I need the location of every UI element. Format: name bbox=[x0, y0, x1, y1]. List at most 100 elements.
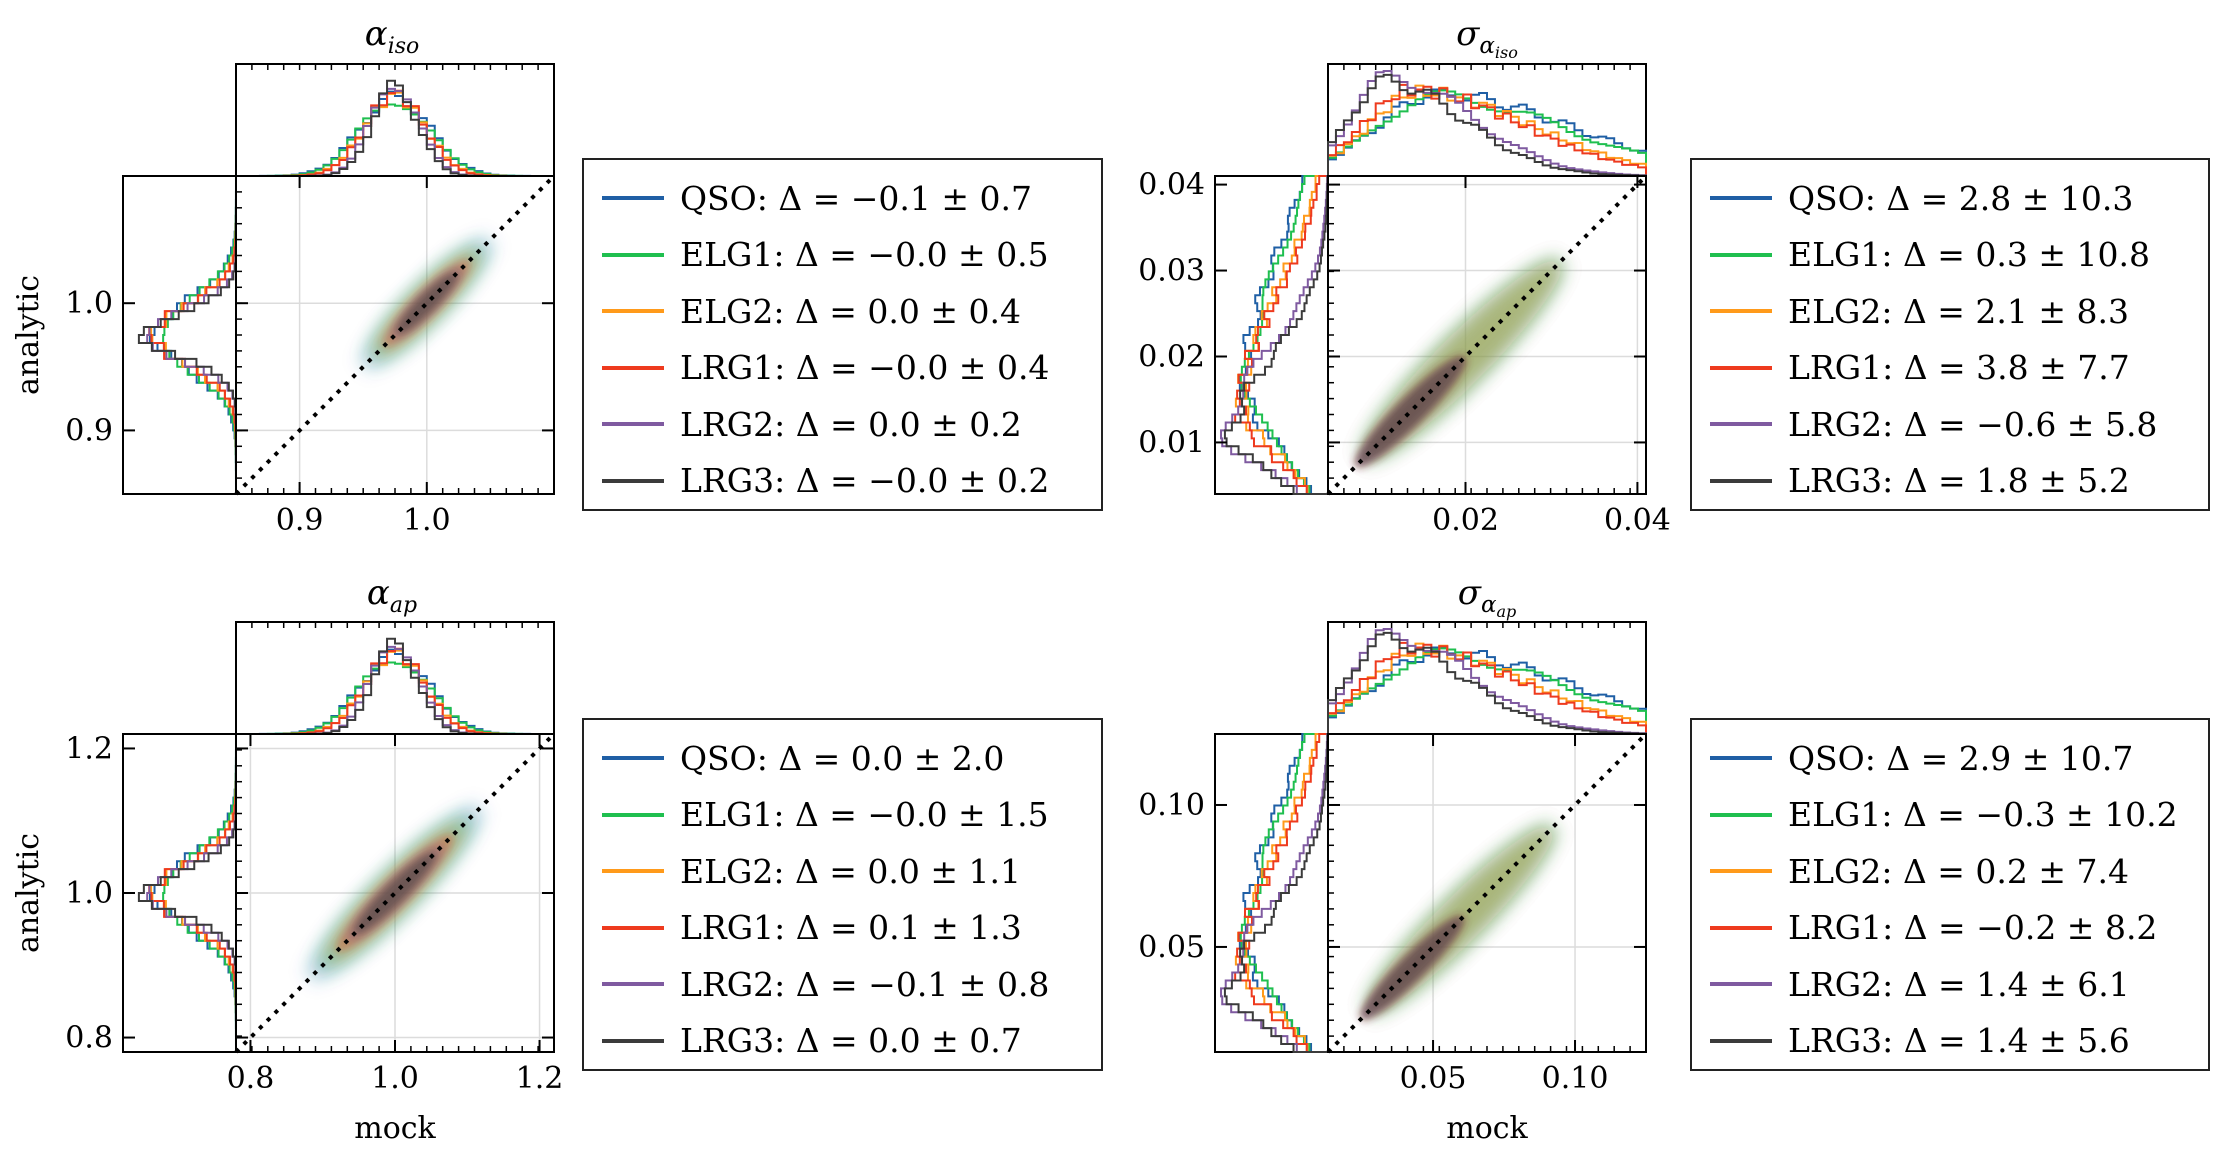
x-tick-label: 1.0 bbox=[371, 1061, 419, 1096]
panel-alpha-ap: αap 0.8 1.0 1.2 0.8 1.0 1.2 analytic mock bbox=[11, 573, 563, 1146]
legend-label: LRG1: Δ = 0.1 ± 1.3 bbox=[680, 908, 1022, 948]
legend-label: LRG1: Δ = 3.8 ± 7.7 bbox=[1788, 348, 2130, 388]
x-tick-label: 0.10 bbox=[1542, 1061, 1609, 1096]
legend-entry: ELG2: Δ = 2.1 ± 8.3 bbox=[1692, 283, 2208, 340]
legend-entry: LRG3: Δ = 1.8 ± 5.2 bbox=[1692, 453, 2208, 510]
ticks: 0.8 1.0 1.2 0.8 1.0 1.2 bbox=[65, 622, 563, 1096]
histogram-left-elg2 bbox=[1234, 175, 1328, 495]
legend-line-qso bbox=[1710, 196, 1772, 201]
panel-title-sigma-alpha-iso: σαiso bbox=[1456, 14, 1518, 62]
legend-label: QSO: Δ = 0.0 ± 2.0 bbox=[680, 738, 1005, 778]
legend-label: LRG3: Δ = 0.0 ± 0.7 bbox=[680, 1021, 1022, 1061]
panel-title-alpha-iso: αiso bbox=[365, 14, 420, 59]
legend-line-elg2 bbox=[1710, 309, 1772, 314]
scatter-cloud-lrg3 bbox=[396, 272, 458, 334]
histogram-left-lrg3 bbox=[1223, 733, 1329, 1053]
legend-line-elg2 bbox=[602, 869, 664, 874]
legend-label: ELG2: Δ = 2.1 ± 8.3 bbox=[1788, 291, 2130, 331]
marginal-top-sigma-alpha-iso bbox=[1327, 63, 1647, 177]
legend-entry: ELG1: Δ = 0.3 ± 10.8 bbox=[1692, 227, 2208, 284]
histogram-left-elg1 bbox=[162, 733, 237, 1053]
y-tick-label: 1.0 bbox=[65, 286, 113, 321]
x-tick-label: 1.2 bbox=[516, 1061, 564, 1096]
marginal-top-sigma-alpha-ap bbox=[1327, 621, 1647, 735]
histogram-left-elg1 bbox=[162, 175, 237, 495]
legend-entry: ELG1: Δ = −0.0 ± 1.5 bbox=[584, 787, 1101, 844]
legend-entry: ELG2: Δ = 0.0 ± 0.4 bbox=[584, 283, 1101, 340]
legend-entry: ELG1: Δ = −0.3 ± 10.2 bbox=[1692, 787, 2208, 844]
legend-line-lrg2 bbox=[1710, 422, 1772, 427]
marginal-top-histograms bbox=[1327, 628, 1647, 735]
legend-label: QSO: Δ = 2.8 ± 10.3 bbox=[1788, 178, 2134, 218]
marginal-left-histograms bbox=[1220, 733, 1329, 1053]
legend-label: LRG2: Δ = −0.1 ± 0.8 bbox=[680, 964, 1050, 1004]
panel-alpha-iso: αiso 0.9 1.0 0.9 1.0 analytic bbox=[11, 14, 556, 538]
scatter-main-alpha-ap: 0.8 1.0 1.2 0.8 1.0 1.2 bbox=[65, 622, 563, 1096]
histogram-top-elg1 bbox=[235, 661, 555, 735]
x-tick-label: 0.9 bbox=[276, 503, 324, 538]
ticks: 0.05 0.10 0.05 0.10 bbox=[1138, 622, 1647, 1096]
legend-label: LRG2: Δ = 0.0 ± 0.2 bbox=[680, 404, 1022, 444]
legend-label: ELG2: Δ = 0.2 ± 7.4 bbox=[1788, 851, 2130, 891]
histogram-left-elg1 bbox=[1239, 733, 1328, 1053]
legend-line-elg1 bbox=[602, 252, 664, 257]
legend-entry: LRG2: Δ = −0.6 ± 5.8 bbox=[1692, 396, 2208, 453]
histogram-left-elg1 bbox=[1239, 175, 1328, 495]
legend-line-lrg3 bbox=[602, 1038, 664, 1043]
legend-line-elg1 bbox=[602, 812, 664, 817]
legend-line-elg1 bbox=[1710, 252, 1772, 257]
x-tick-label: 1.0 bbox=[403, 503, 451, 538]
legend-alpha-iso: QSO: Δ = −0.1 ± 0.7 ELG1: Δ = −0.0 ± 0.5… bbox=[582, 158, 1103, 511]
histogram-top-qso bbox=[1327, 645, 1647, 734]
legend-label: ELG1: Δ = −0.0 ± 0.5 bbox=[680, 235, 1049, 275]
legend-line-lrg3 bbox=[602, 478, 664, 483]
marginal-top-alpha-ap bbox=[235, 621, 555, 735]
legend-label: LRG3: Δ = −0.0 ± 0.2 bbox=[680, 461, 1050, 501]
legend-line-elg2 bbox=[1710, 869, 1772, 874]
histogram-top-elg2 bbox=[1327, 84, 1647, 176]
legend-label: ELG2: Δ = 0.0 ± 1.1 bbox=[680, 851, 1022, 891]
legend-label: LRG2: Δ = 1.4 ± 6.1 bbox=[1788, 964, 2130, 1004]
legend-entry: LRG2: Δ = 0.0 ± 0.2 bbox=[584, 396, 1101, 453]
y-tick-label: 0.03 bbox=[1138, 254, 1205, 289]
legend-entry: QSO: Δ = 2.8 ± 10.3 bbox=[1692, 170, 2208, 227]
legend-entry: LRG3: Δ = 0.0 ± 0.7 bbox=[584, 1013, 1101, 1070]
histogram-top-lrg1 bbox=[1327, 641, 1647, 734]
histogram-top-elg1 bbox=[235, 103, 555, 177]
legend-label: ELG2: Δ = 0.0 ± 0.4 bbox=[680, 291, 1022, 331]
marginal-top-histograms bbox=[235, 637, 555, 735]
legend-entry: ELG2: Δ = 0.2 ± 7.4 bbox=[1692, 843, 2208, 900]
legend-entry: LRG1: Δ = 0.1 ± 1.3 bbox=[584, 900, 1101, 957]
histogram-left-elg2 bbox=[1234, 733, 1328, 1053]
legend-entry: QSO: Δ = −0.1 ± 0.7 bbox=[584, 170, 1101, 227]
legend-label: QSO: Δ = 2.9 ± 10.7 bbox=[1788, 738, 2134, 778]
marginal-left-histograms bbox=[1220, 175, 1329, 495]
legend-entry: LRG1: Δ = −0.0 ± 0.4 bbox=[584, 340, 1101, 397]
legend-line-lrg2 bbox=[602, 982, 664, 987]
scatter-main-alpha-iso: 0.9 1.0 0.9 1.0 bbox=[65, 64, 556, 538]
legend-line-lrg1 bbox=[1710, 365, 1772, 370]
legend-entry: LRG2: Δ = −0.1 ± 0.8 bbox=[584, 956, 1101, 1013]
legend-line-lrg3 bbox=[1710, 1038, 1772, 1043]
marginal-left-alpha-ap bbox=[122, 733, 237, 1053]
histogram-top-lrg3 bbox=[1327, 631, 1647, 735]
x-axis-label: mock bbox=[1446, 1111, 1528, 1146]
histogram-left-lrg2 bbox=[146, 734, 237, 1052]
marginal-left-histograms bbox=[137, 733, 237, 1053]
marginal-left-sigma-alpha-iso bbox=[1214, 175, 1329, 495]
legend-entry: QSO: Δ = 2.9 ± 10.7 bbox=[1692, 730, 2208, 787]
legend-label: ELG1: Δ = −0.3 ± 10.2 bbox=[1788, 795, 2178, 835]
histogram-left-qso bbox=[1238, 175, 1328, 495]
marginal-left-alpha-iso bbox=[122, 175, 237, 495]
legend-line-lrg2 bbox=[1710, 982, 1772, 987]
legend-entry: LRG1: Δ = −0.2 ± 8.2 bbox=[1692, 900, 2208, 957]
legend-alpha-ap: QSO: Δ = 0.0 ± 2.0 ELG1: Δ = −0.0 ± 1.5 … bbox=[582, 718, 1103, 1071]
legend-label: QSO: Δ = −0.1 ± 0.7 bbox=[680, 178, 1033, 218]
y-tick-label: 1.2 bbox=[65, 731, 113, 766]
legend-label: LRG3: Δ = 1.4 ± 5.6 bbox=[1788, 1021, 2130, 1061]
y-axis-label: analytic bbox=[11, 833, 46, 953]
legend-line-lrg1 bbox=[602, 925, 664, 930]
histogram-left-qso bbox=[1238, 733, 1328, 1053]
histogram-top-qso bbox=[1327, 87, 1647, 176]
histogram-top-elg1 bbox=[1327, 89, 1647, 176]
